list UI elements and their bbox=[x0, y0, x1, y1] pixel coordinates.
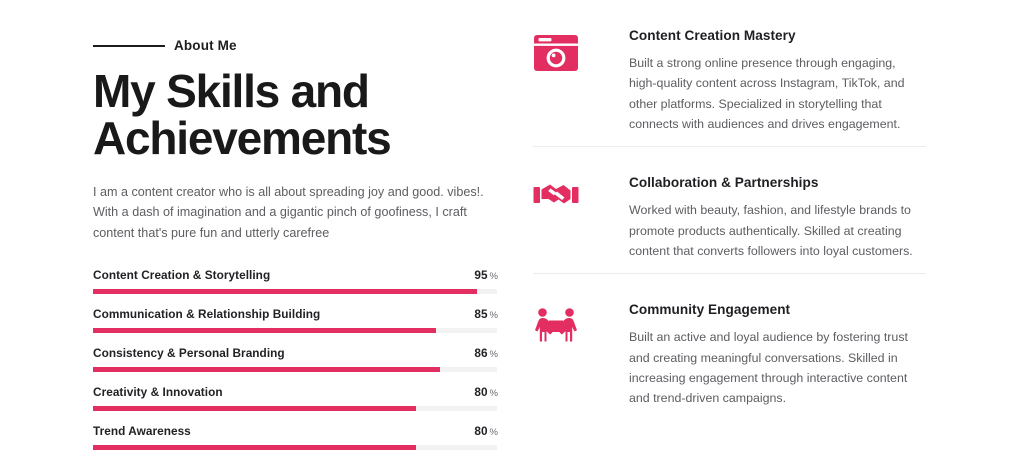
skill-percent: 85% bbox=[474, 307, 498, 321]
skills-list: Content Creation & Storytelling 95% Comm… bbox=[93, 268, 498, 450]
feature-description: Built a strong online presence through e… bbox=[629, 56, 905, 132]
skill-label: Consistency & Personal Branding bbox=[93, 345, 285, 360]
skill-header: Consistency & Personal Branding 86% bbox=[93, 346, 498, 360]
camera-icon bbox=[533, 28, 629, 73]
skill-percent: 95% bbox=[474, 268, 498, 282]
skill-percent: 80% bbox=[474, 424, 498, 438]
skill-item: Creativity & Innovation 80% bbox=[93, 385, 498, 411]
skill-item: Content Creation & Storytelling 95% bbox=[93, 268, 498, 294]
feature-title: Content Creation Mastery bbox=[629, 28, 796, 43]
skill-header: Communication & Relationship Building 85… bbox=[93, 307, 498, 321]
skill-progress-fill bbox=[93, 327, 437, 333]
skill-percent: 86% bbox=[474, 346, 498, 360]
skill-percent-number: 95 bbox=[474, 267, 488, 282]
skill-header: Content Creation & Storytelling 95% bbox=[93, 268, 498, 282]
percent-symbol: % bbox=[489, 270, 498, 282]
skill-percent-number: 85 bbox=[474, 306, 488, 321]
section-eyebrow: About Me bbox=[93, 37, 498, 55]
features-column: Content Creation Mastery Built a strong … bbox=[533, 0, 926, 421]
skill-progress-track bbox=[93, 327, 497, 333]
skill-header: Trend Awareness 80% bbox=[93, 424, 498, 438]
percent-symbol: % bbox=[489, 348, 498, 360]
skill-header: Creativity & Innovation 80% bbox=[93, 385, 498, 399]
eyebrow-rule bbox=[93, 45, 165, 47]
skill-percent: 80% bbox=[474, 385, 498, 399]
skill-progress-track bbox=[93, 366, 497, 372]
skill-percent-number: 80 bbox=[474, 384, 488, 399]
percent-symbol: % bbox=[489, 387, 498, 399]
skill-percent-number: 80 bbox=[474, 423, 488, 438]
feature-item: Community Engagement Built an active and… bbox=[533, 273, 926, 420]
page-title: My Skills and Achievements bbox=[93, 65, 392, 164]
skill-label: Communication & Relationship Building bbox=[93, 306, 321, 321]
skill-progress-fill bbox=[93, 405, 417, 411]
feature-description: Worked with beauty, fashion, and lifesty… bbox=[629, 203, 913, 259]
skill-item: Trend Awareness 80% bbox=[93, 424, 498, 450]
feature-body: Community Engagement Built an active and… bbox=[629, 302, 926, 408]
skill-label: Content Creation & Storytelling bbox=[93, 267, 271, 282]
feature-item: Content Creation Mastery Built a strong … bbox=[533, 0, 926, 146]
skill-label: Trend Awareness bbox=[93, 423, 191, 438]
skill-progress-track bbox=[93, 444, 497, 450]
skill-label: Creativity & Innovation bbox=[93, 384, 223, 399]
handshake-icon bbox=[533, 175, 629, 210]
percent-symbol: % bbox=[489, 426, 498, 438]
about-column: About Me My Skills and Achievements I am… bbox=[93, 0, 498, 463]
skill-progress-fill bbox=[93, 288, 477, 294]
feature-item: Collaboration & Partnerships Worked with… bbox=[533, 146, 926, 273]
skill-item: Consistency & Personal Branding 86% bbox=[93, 346, 498, 372]
skill-percent-number: 86 bbox=[474, 345, 488, 360]
people-carrying-box-icon bbox=[533, 302, 629, 345]
feature-body: Content Creation Mastery Built a strong … bbox=[629, 28, 926, 134]
skill-progress-track bbox=[93, 288, 497, 294]
skill-progress-fill bbox=[93, 444, 417, 450]
percent-symbol: % bbox=[489, 309, 498, 321]
feature-body: Collaboration & Partnerships Worked with… bbox=[629, 175, 926, 261]
skill-progress-track bbox=[93, 405, 497, 411]
eyebrow-label: About Me bbox=[174, 38, 237, 54]
feature-title: Collaboration & Partnerships bbox=[629, 175, 819, 191]
skill-progress-fill bbox=[93, 366, 441, 372]
intro-paragraph: I am a content creator who is all about … bbox=[93, 184, 484, 240]
feature-description: Built an active and loyal audience by fo… bbox=[629, 330, 908, 406]
skill-item: Communication & Relationship Building 85… bbox=[93, 307, 498, 333]
feature-title: Community Engagement bbox=[629, 302, 791, 318]
